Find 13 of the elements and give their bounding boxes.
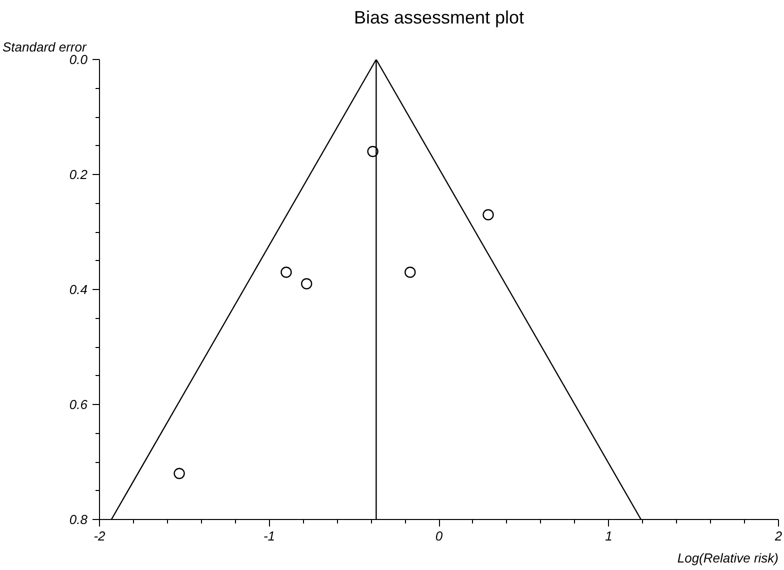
x-tick-label: -1 <box>263 528 276 544</box>
y-tick-label: 0.2 <box>69 167 88 182</box>
x-tick-label: 0 <box>435 528 444 544</box>
x-tick-label: -2 <box>94 528 106 544</box>
x-tick-label: 1 <box>605 528 612 544</box>
y-tick-label: 0.6 <box>69 397 88 412</box>
y-axis-title: Standard error <box>2 40 87 54</box>
y-tick-label: 0.8 <box>69 512 88 527</box>
y-tick-label: 0.4 <box>69 282 88 297</box>
y-tick-label: 0.0 <box>69 52 88 67</box>
x-axis-title: Log(Relative risk) <box>677 550 779 566</box>
x-tick-label: 2 <box>774 528 783 544</box>
chart-title: Bias assessment plot <box>354 8 524 28</box>
